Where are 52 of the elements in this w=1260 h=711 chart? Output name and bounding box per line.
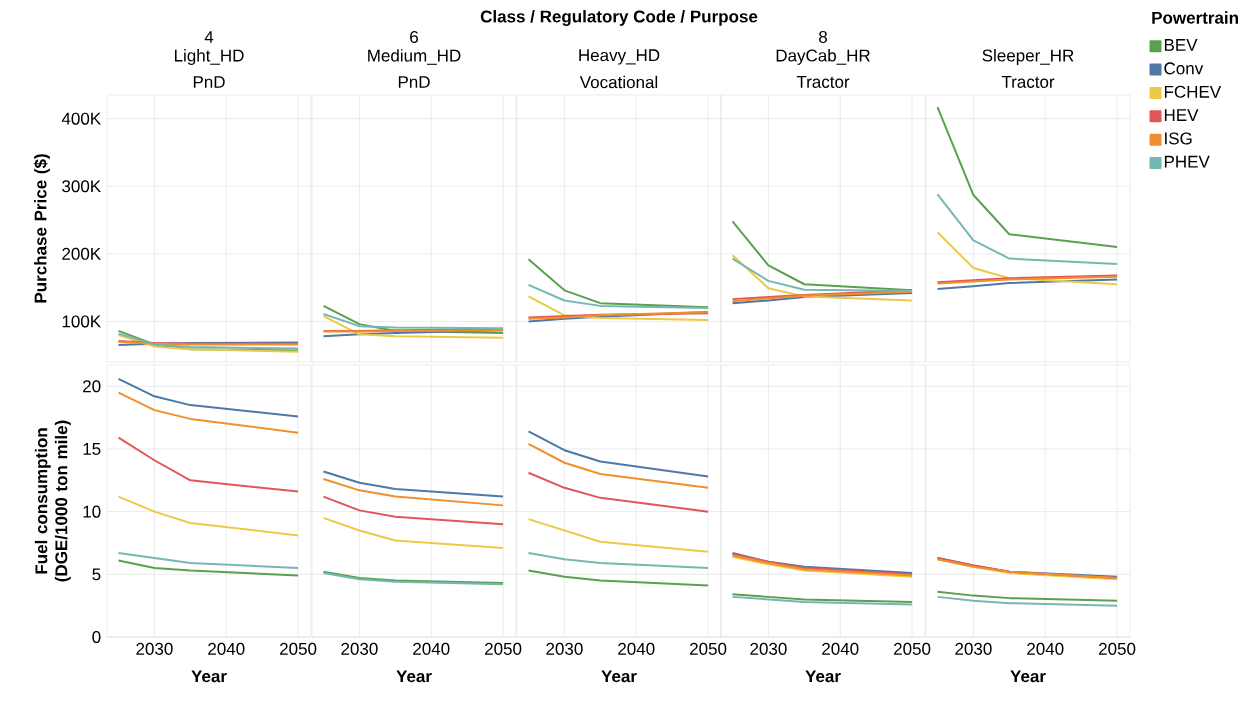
chart-title: Light_HD <box>174 49 244 65</box>
y-tick-label: 200K <box>62 247 101 260</box>
chart-subtitle: PnD <box>193 76 225 88</box>
x-axis-title: Year <box>805 670 841 683</box>
y-tick-label: 5 <box>92 568 101 581</box>
x-axis-title: Year <box>601 670 637 683</box>
x-tick-label: 2050 <box>280 642 317 655</box>
legend-title: Powertrain <box>1152 11 1238 24</box>
y-tick-label: 15 <box>83 443 101 455</box>
x-tick-label: 2030 <box>136 642 173 655</box>
x-axis-title: Year <box>1010 670 1046 683</box>
x-tick-label: 2040 <box>413 642 450 655</box>
x-tick-label: 2030 <box>546 642 583 655</box>
legend-label: BEV <box>1164 39 1198 51</box>
x-tick-label: 2040 <box>1027 642 1064 655</box>
chart-title: Medium_HD <box>368 49 461 65</box>
x-tick-label: 2030 <box>341 642 378 655</box>
y-tick-label: 0 <box>92 630 101 644</box>
legend-label: FCHEV <box>1164 85 1222 98</box>
y-tick-label: 100K <box>62 315 101 328</box>
legend-label: PHEV <box>1164 155 1210 168</box>
text: 8 <box>819 30 827 44</box>
legend-label: Conv <box>1164 62 1204 75</box>
chart-title: Sleeper_HR <box>982 49 1074 65</box>
x-tick-label: 2040 <box>618 642 655 655</box>
x-tick-label: 2030 <box>750 642 787 655</box>
chart-subtitle: Tractor <box>1001 76 1055 88</box>
x-axis-title: Year <box>191 670 227 683</box>
x-tick-label: 2050 <box>485 642 522 655</box>
text: 6 <box>410 30 418 44</box>
y-tick-label: 400K <box>61 112 101 125</box>
x-tick-label: 2040 <box>208 642 245 655</box>
chart-subtitle: Vocational <box>579 75 658 89</box>
x-tick-label: 2050 <box>894 642 931 655</box>
chart-title: Heavy_HD <box>579 49 660 65</box>
legend-label: ISG <box>1165 132 1192 145</box>
legend-label: HEV <box>1164 109 1199 121</box>
chart-subtitle: Tractor <box>796 76 850 88</box>
y-axis-title: Purchase Price ($) <box>33 154 50 303</box>
x-tick-label: 2040 <box>822 642 859 655</box>
chart-title: DayCab_HR <box>776 49 870 65</box>
x-tick-label: 2050 <box>1099 642 1136 655</box>
text: 4 <box>204 31 214 43</box>
y-tick-label: 10 <box>83 505 101 518</box>
chart-subtitle: PnD <box>398 76 430 88</box>
x-tick-label: 2030 <box>955 642 992 655</box>
x-tick-label: 2050 <box>690 642 727 655</box>
y-tick-label: 300K <box>62 180 101 193</box>
x-axis-title: Year <box>396 670 432 683</box>
y-axis-title: Fuel consumption (DGE/1000 ton mile) <box>34 420 71 582</box>
text: Class / Regulatory Code / Purpose <box>480 10 758 26</box>
y-tick-label: 20 <box>83 380 101 393</box>
